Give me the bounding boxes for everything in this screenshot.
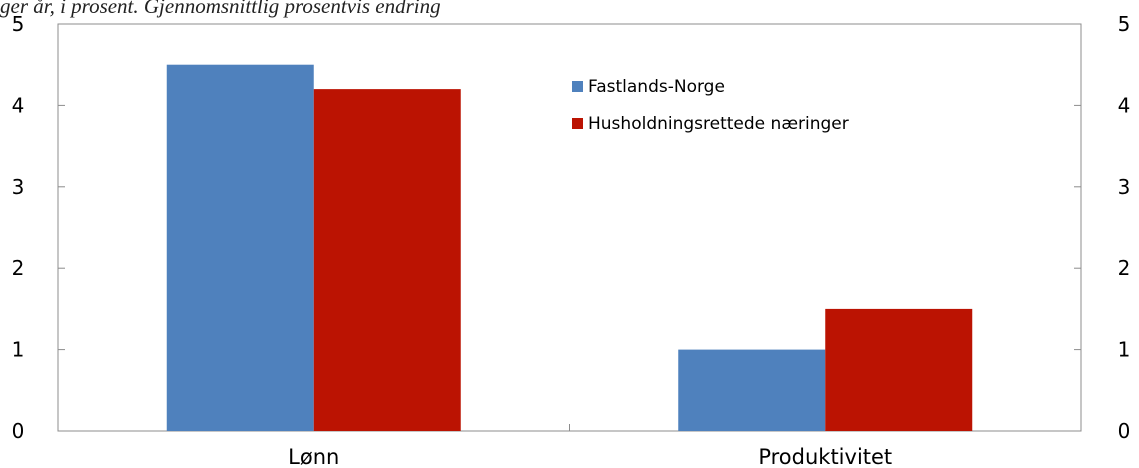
y-tick-label-left: 5	[12, 12, 25, 36]
legend-swatch	[572, 118, 583, 129]
bar-husholdningsrettede-produktivitet	[825, 308, 973, 431]
bar-fastlands-norge-produktivitet	[678, 349, 826, 431]
y-tick-label-left: 0	[12, 419, 25, 443]
legend-label: Husholdningsrettede næringer	[588, 114, 849, 134]
y-tick-label-left: 1	[12, 338, 25, 362]
legend: Fastlands-Norge Husholdningsrettede nærin…	[572, 77, 849, 134]
y-tick-label-left: 3	[12, 175, 25, 199]
y-tick-label-right: 4	[1118, 93, 1131, 117]
bar-fastlands-norge-lonn	[166, 64, 314, 431]
y-tick-label-right: 3	[1118, 175, 1131, 199]
y-tick-label-left: 4	[12, 93, 25, 117]
x-category-label: Lønn	[288, 445, 339, 468]
chart-caption: ger år, i prosent. Gjennomsnittlig prose…	[0, 0, 441, 18]
x-category-label: Produktivitet	[758, 445, 892, 468]
legend-label: Fastlands-Norge	[588, 77, 725, 97]
legend-swatch	[572, 81, 583, 92]
y-tick-label-left: 2	[12, 256, 25, 280]
y-tick-label-right: 0	[1118, 419, 1131, 443]
category-labels: Lønn Produktivitet	[288, 445, 892, 468]
y-tick-label-right: 1	[1118, 338, 1131, 362]
tick-labels: 0 0 1 1 2 2 3 3 4 4 5 5	[12, 12, 1131, 443]
bars	[166, 64, 973, 432]
axes	[57, 23, 1082, 432]
y-tick-label-right: 5	[1118, 12, 1131, 36]
y-tick-label-right: 2	[1118, 256, 1131, 280]
bar-husholdningsrettede-lonn	[313, 89, 461, 432]
